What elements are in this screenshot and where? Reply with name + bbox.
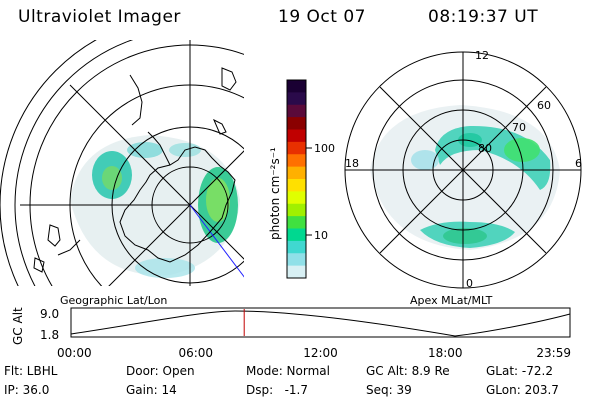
colorbar-segment (287, 80, 306, 93)
mlt-label-0: 0 (466, 277, 473, 290)
timeline-axis-title: GC Alt (11, 307, 25, 345)
colorbar-unit-label: photon cm⁻²s⁻¹ (268, 147, 282, 240)
coastline-south-america (129, 74, 143, 126)
altitude-curve (70, 310, 571, 337)
colorbar-segment (287, 240, 306, 254)
colorbar-segment (287, 141, 306, 155)
instrument-title: Ultraviolet Imager (18, 7, 181, 27)
geographic-map (0, 40, 244, 286)
observation-time: 08:19:37 UT (428, 7, 539, 27)
colorbar-segment (287, 117, 306, 130)
mlt-label-18: 18 (345, 157, 359, 170)
colorbar-segment (287, 92, 306, 106)
colorbar-segment (287, 129, 306, 143)
colorbar-segment (287, 228, 306, 242)
orbit-track (189, 204, 244, 278)
colorbar-tick-100: 100 (314, 142, 335, 155)
mlat-label-70: 70 (512, 121, 526, 134)
color-bar (286, 79, 307, 279)
y-tick-1.8: 1.8 (40, 328, 59, 342)
mlt-label-12: 12 (475, 49, 489, 62)
status-mode: Mode: Normal (246, 364, 330, 378)
colorbar-segment (287, 104, 306, 118)
left-projection-label: Geographic Lat/Lon (60, 294, 167, 307)
observation-date: 19 Oct 07 (278, 7, 366, 27)
colorbar-segment (287, 179, 306, 192)
colorbar-segment (287, 166, 306, 180)
status-glat: GLat: -72.2 (486, 364, 553, 378)
status-gc-altitude: GC Alt: 8.9 Re (366, 364, 450, 378)
colorbar-frame (286, 79, 307, 279)
y-tick-9: 9.0 (40, 307, 59, 321)
status-filter: Flt: LBHL (4, 364, 58, 378)
colorbar-segment (287, 265, 306, 279)
colorbar-segment (287, 203, 306, 217)
altitude-timeline: GC Alt 9.0 1.8 00:00 06:00 12:00 18:00 23:59 (11, 307, 571, 360)
x-tick-label: 12:00 (303, 346, 338, 360)
status-sequence: Seq: 39 (366, 383, 412, 397)
status-ip: IP: 36.0 (4, 383, 50, 397)
colorbar-tick-10: 10 (314, 229, 328, 242)
colorbar-segment (287, 253, 306, 267)
colorbar-segment (287, 154, 306, 168)
coastline-antarctica (119, 146, 236, 263)
x-tick-label: 06:00 (178, 346, 213, 360)
status-door: Door: Open (126, 364, 195, 378)
x-tick-label: 18:00 (428, 346, 463, 360)
mlt-label-6: 6 (575, 157, 582, 170)
x-tick-label: 00:00 (57, 346, 92, 360)
magnetic-map: 12 18 6 0 80 70 60 (344, 49, 582, 290)
x-tick-label: 23:59 (536, 346, 571, 360)
colorbar-segment (287, 191, 306, 205)
status-dsp: Dsp: -1.7 (246, 383, 309, 397)
coastline-peninsula (147, 131, 171, 166)
coastline-islands (33, 67, 237, 273)
mlat-label-80: 80 (478, 142, 492, 155)
right-projection-label: Apex MLat/MLT (410, 294, 493, 307)
status-gain: Gain: 14 (126, 383, 177, 397)
status-glon: GLon: 203.7 (486, 383, 559, 397)
colorbar-segment (287, 216, 306, 229)
mlat-label-60: 60 (537, 99, 551, 112)
